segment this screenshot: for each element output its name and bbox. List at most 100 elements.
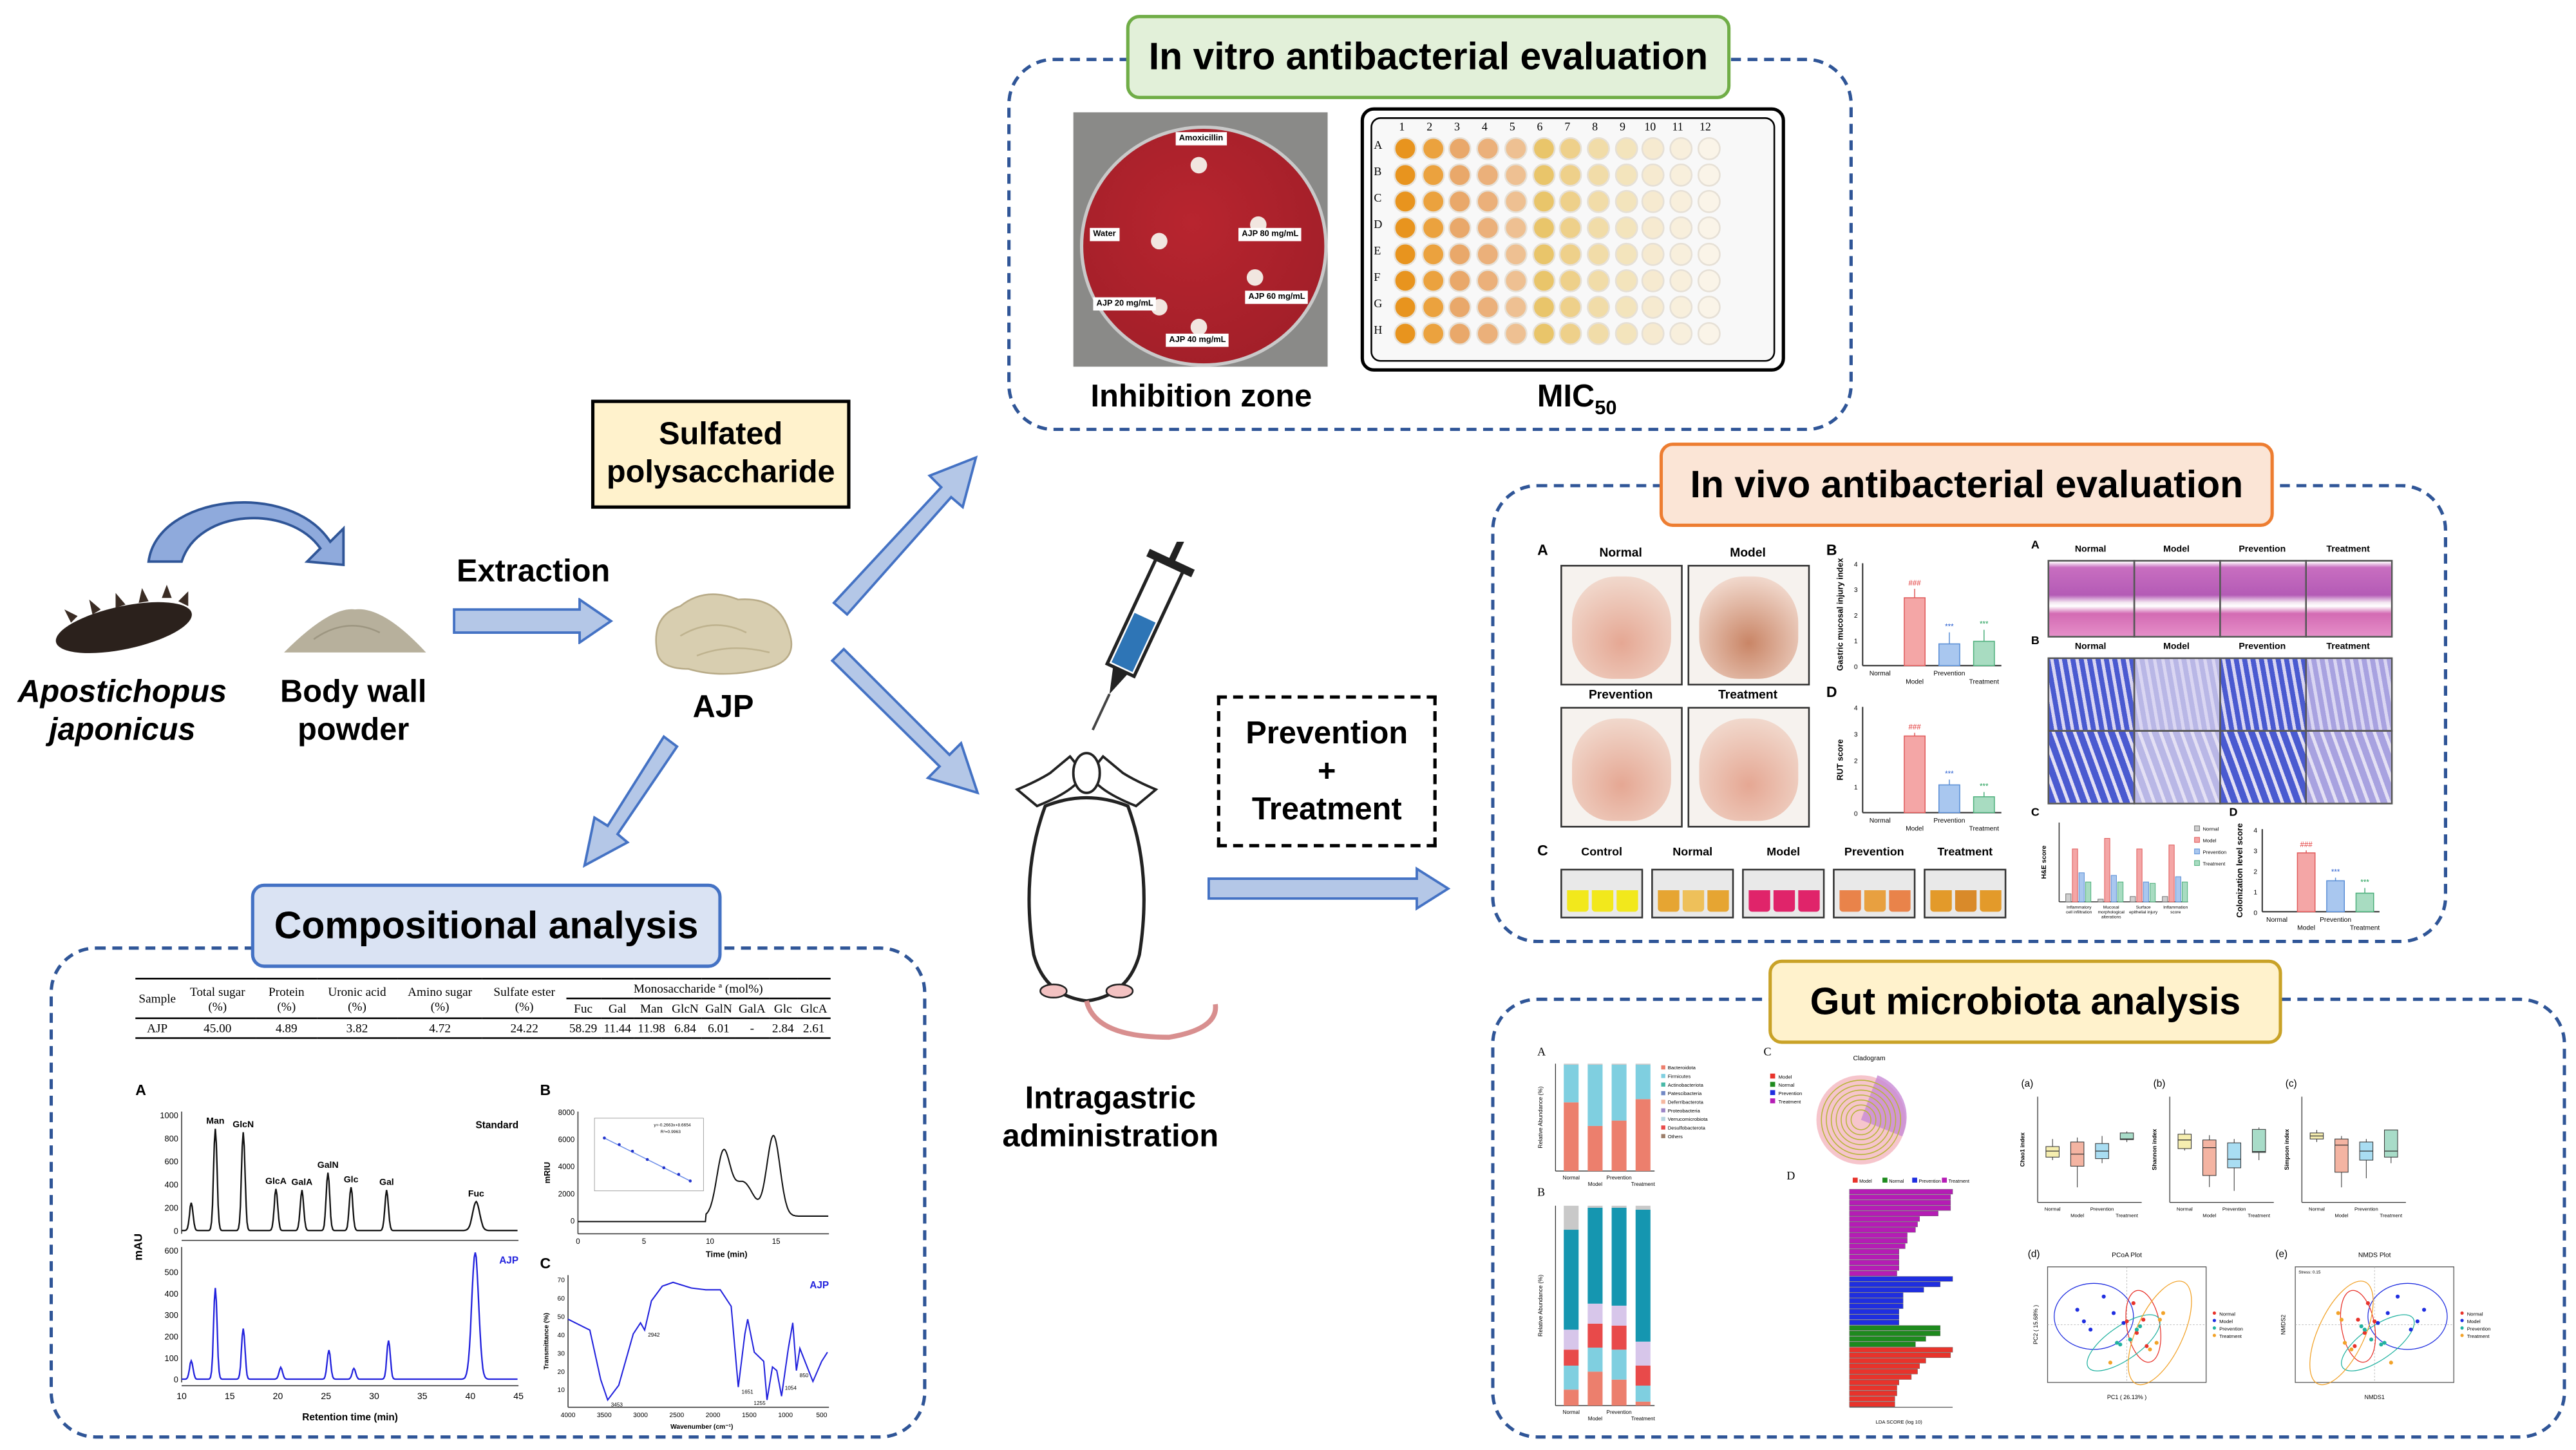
- group-ellipse: [2367, 1283, 2448, 1350]
- y-axis-label: mAU: [132, 1234, 145, 1261]
- plate-well: [1394, 137, 1417, 160]
- sample-point: [2359, 1324, 2363, 1329]
- legend-label: Treatment: [2203, 861, 2226, 867]
- tube-liquid: [1773, 890, 1795, 912]
- tube-liquid: [1707, 890, 1729, 912]
- lda-bar: [1849, 1298, 1904, 1304]
- gut-panel-letter-d: D: [1786, 1169, 1795, 1183]
- th-mono-man: Man: [639, 1000, 663, 1016]
- significance-mark: ###: [2300, 841, 2313, 849]
- rut-tubes-1: [1651, 868, 1734, 919]
- y-tick-label: 3: [1854, 587, 1858, 594]
- he-bar: [2098, 899, 2104, 902]
- table-cell: 45.00: [204, 1020, 232, 1036]
- y-axis-label: Colonization level score: [2235, 823, 2244, 918]
- significance-mark: ***: [2360, 879, 2369, 886]
- inhibition-zone-caption: Inhibition zone: [1090, 379, 1312, 415]
- x-tick-label: Treatment: [2350, 925, 2380, 932]
- plate-row-label: G: [1374, 297, 1383, 311]
- he-bar: [2181, 881, 2188, 902]
- plate-well: [1476, 242, 1500, 266]
- peak-label: GlcA: [265, 1176, 287, 1186]
- sample-point: [2137, 1324, 2143, 1329]
- plate-well: [1669, 216, 1693, 240]
- he-score-chart: H&E score Normal Model Prevention Treatment: [2041, 822, 2226, 902]
- extraction-arrow-icon: [453, 598, 614, 644]
- he-bar: [2136, 848, 2143, 902]
- powder-icon: [284, 609, 426, 653]
- plate-column-label: 11: [1672, 120, 1683, 134]
- plate-column-label: 10: [1644, 120, 1656, 134]
- y-tick-label: 2: [1854, 613, 1858, 620]
- panel-letter-b: B: [1826, 542, 1837, 558]
- rut-tubes-4: [1924, 868, 2007, 919]
- legend-dot: [2212, 1333, 2217, 1337]
- legend-label: Others: [1668, 1134, 1683, 1140]
- group-ellipse: [2340, 1290, 2376, 1363]
- plate-well: [1531, 295, 1555, 319]
- lda-bar: [1849, 1210, 1938, 1216]
- bar: [2326, 880, 2345, 913]
- plate-well: [1558, 242, 1582, 266]
- species-line1: Apostichopus: [17, 675, 227, 711]
- giemsa-group-label: Model: [2163, 642, 2190, 653]
- regimen-plus: +: [1317, 754, 1336, 789]
- box: [2119, 1132, 2134, 1140]
- legend-label: Actinobacteriota: [1668, 1082, 1704, 1088]
- bar: [1904, 597, 1926, 667]
- plate-well: [1448, 321, 1472, 345]
- sample-point: [2369, 1337, 2374, 1342]
- plate-well: [1531, 321, 1555, 345]
- mic-plate: 1 2 3 4 5 6 7 8 9 10 11 12 A B C D E F G H: [1360, 107, 1785, 372]
- plate-well: [1448, 189, 1472, 213]
- plate-well: [1586, 189, 1610, 213]
- rut-tubes-0: [1560, 868, 1643, 919]
- lda-bar: [1849, 1396, 1895, 1402]
- he-stain-image: [2219, 560, 2307, 638]
- mic-text: MIC: [1537, 379, 1595, 415]
- sample-point: [2362, 1328, 2367, 1332]
- tube-liquid: [1567, 890, 1589, 912]
- y-axis-label: NMDS2: [2280, 1315, 2287, 1335]
- stacked-segment-others: [1635, 1064, 1651, 1065]
- plate-column-label: 1: [1399, 120, 1405, 134]
- plate-well: [1394, 269, 1417, 292]
- stomach-photo-normal: [1560, 564, 1683, 686]
- sample-point: [2121, 1321, 2126, 1325]
- he-category-label: Inflammatory cell infiltration: [2066, 904, 2092, 915]
- sample-point: [2118, 1342, 2123, 1347]
- tube-liquid: [1930, 890, 1952, 912]
- he-bar: [2149, 882, 2156, 902]
- x-axis-label: PC1 ( 26.13% ): [2107, 1394, 2146, 1400]
- x-tick-label: Normal: [2266, 917, 2287, 924]
- rut-group-label: Model: [1766, 847, 1801, 859]
- legend-label: Prevention: [1918, 1179, 1940, 1184]
- ftir-sample-label: AJP: [810, 1280, 829, 1291]
- y-tick-label: 10: [558, 1387, 565, 1394]
- he-bar: [2143, 881, 2149, 902]
- x-tick-label: Prevention: [2320, 917, 2351, 924]
- x-tick-label: Model: [2202, 1213, 2216, 1219]
- lda-bar: [1849, 1259, 1899, 1266]
- stacked-segment: [1564, 1064, 1579, 1103]
- legend-label: Prevention: [1779, 1091, 1803, 1096]
- bar: [1938, 643, 1960, 667]
- plate-well: [1642, 216, 1665, 240]
- x-tick-label: 40: [466, 1391, 476, 1401]
- y-tick-label: 1: [1854, 638, 1858, 645]
- peak-wavenumber: 1255: [753, 1400, 766, 1406]
- y-axis-label: RUT score: [1835, 739, 1845, 780]
- y-tick-label: 30: [558, 1350, 565, 1357]
- plate-well: [1504, 189, 1528, 213]
- stomach-tissue: [1572, 718, 1671, 821]
- y-tick-label: 60: [558, 1295, 565, 1302]
- lda-bar: [1849, 1243, 1906, 1249]
- tube-liquid: [1616, 890, 1638, 912]
- calibration-point: [677, 1172, 681, 1176]
- peak-label: Man: [206, 1116, 224, 1126]
- rat-syringe-icon: [1014, 542, 1218, 1040]
- powder-line2: powder: [298, 713, 410, 749]
- lda-bar: [1849, 1188, 1953, 1195]
- x-tick-label: 1500: [742, 1412, 757, 1419]
- legend-label: Treatment: [1949, 1179, 1969, 1184]
